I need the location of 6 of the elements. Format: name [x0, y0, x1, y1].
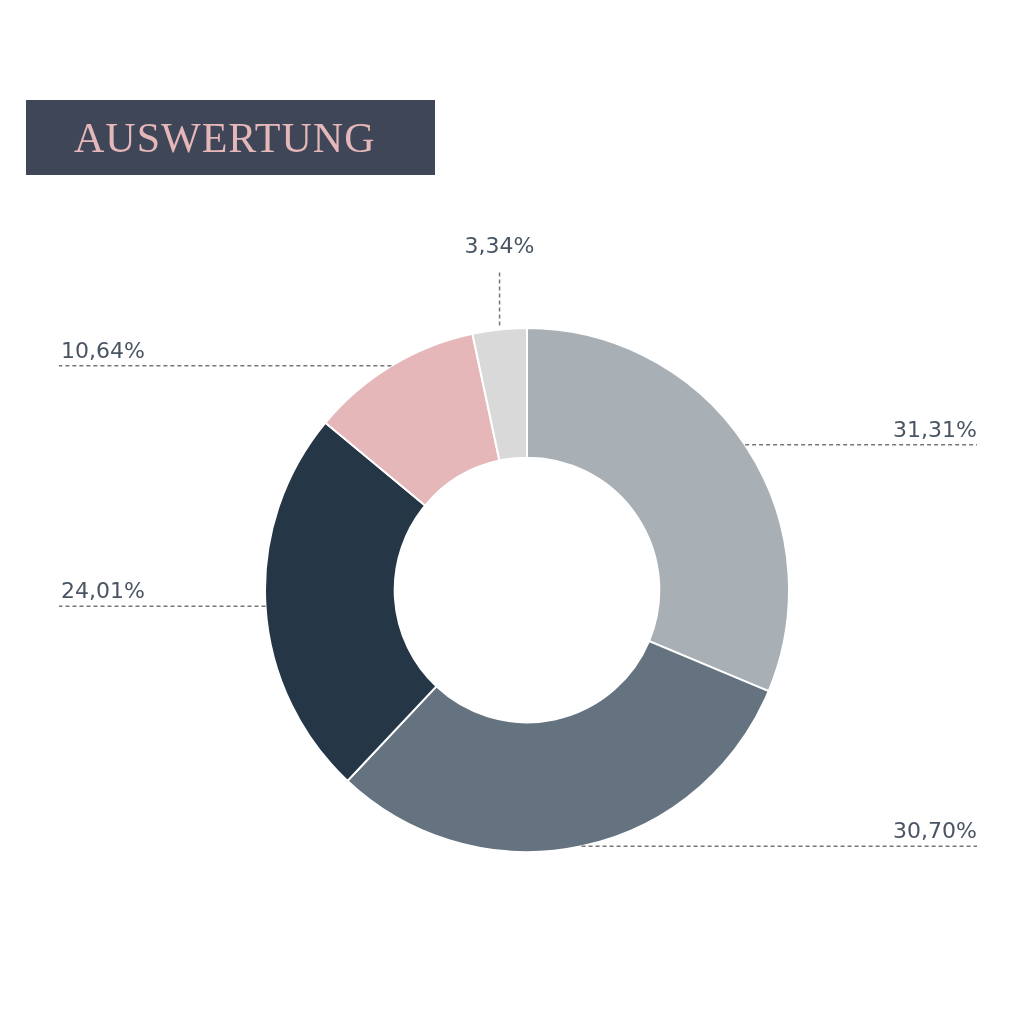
data-label: 31,31% — [893, 416, 977, 442]
data-label: 10,64% — [61, 337, 145, 363]
data-label: 30,70% — [893, 818, 977, 844]
data-label: 3,34% — [464, 233, 535, 259]
data-label: 24,01% — [61, 578, 145, 604]
chart-title: AUSWERTUNG — [74, 115, 376, 161]
